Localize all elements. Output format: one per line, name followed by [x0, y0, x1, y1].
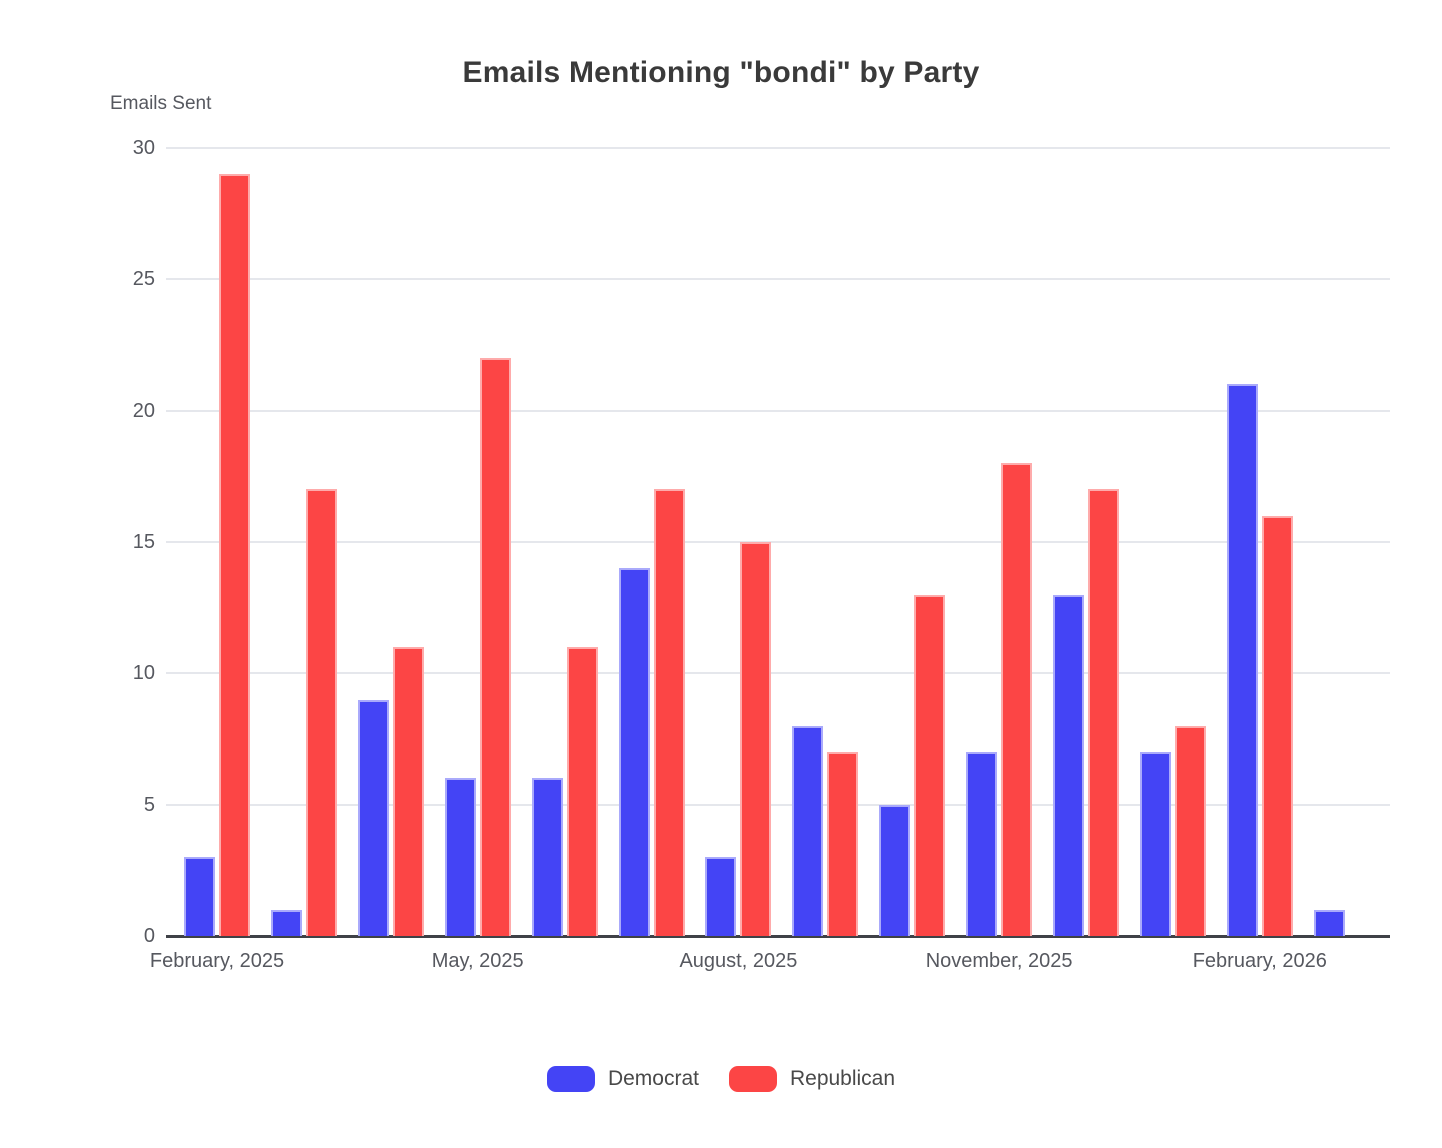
gridline-y-15	[166, 541, 1390, 543]
chart-title: Emails Mentioning "bondi" by Party	[462, 56, 980, 89]
bar-democrat-mar-2025[interactable]	[270, 909, 302, 936]
y-axis-title: Emails Sent	[110, 93, 212, 114]
legend-item-republican[interactable]: Republican	[728, 1066, 896, 1092]
bar-republican-apr-2025[interactable]	[392, 647, 424, 936]
bar-republican-sep-2025[interactable]	[827, 752, 859, 936]
legend-label-democrat: Democrat	[607, 1067, 699, 1090]
y-tick-label-15: 15	[132, 531, 155, 553]
gridline-y-20	[166, 409, 1390, 412]
bar-republican-jun-2025[interactable]	[566, 647, 598, 936]
bar-democrat-dec-2025[interactable]	[1053, 594, 1084, 936]
bar-democrat-sep-2025[interactable]	[792, 725, 824, 936]
bar-republican-dec-2025[interactable]	[1088, 489, 1119, 936]
legend-item-democrat[interactable]: Democrat	[546, 1066, 699, 1092]
y-tick-label-10: 10	[132, 662, 155, 685]
bar-democrat-nov-2025[interactable]	[966, 752, 998, 936]
bar-democrat-feb-2025[interactable]	[184, 857, 215, 936]
gridline-y-25	[166, 278, 1390, 281]
bar-democrat-jun-2025[interactable]	[531, 778, 563, 936]
bar-democrat-oct-2025[interactable]	[879, 804, 911, 936]
bar-democrat-jan-2026[interactable]	[1139, 752, 1171, 936]
gridline-y-10	[166, 672, 1390, 675]
x-tick-label-3: November, 2025	[925, 950, 1073, 972]
bar-democrat-aug-2025[interactable]	[705, 857, 737, 936]
y-tick-label-25: 25	[132, 268, 155, 291]
legend: Democrat Republican	[0, 1066, 1442, 1092]
x-tick-label-1: May, 2025	[431, 950, 524, 972]
x-axis-line	[166, 935, 1390, 938]
bar-democrat-jul-2025[interactable]	[618, 568, 650, 936]
bar-democrat-feb-2026[interactable]	[1226, 384, 1258, 936]
y-tick-label-5: 5	[143, 793, 155, 816]
plot-area	[166, 147, 1390, 938]
bar-republican-oct-2025[interactable]	[914, 594, 946, 936]
x-tick-label-0: February, 2025	[149, 950, 285, 972]
bar-republican-aug-2025[interactable]	[740, 542, 772, 936]
legend-swatch-republican	[728, 1066, 777, 1092]
bar-republican-jul-2025[interactable]	[653, 489, 685, 936]
bar-democrat-mar-2026[interactable]	[1313, 909, 1345, 936]
bar-republican-may-2025[interactable]	[479, 358, 511, 936]
gridline-y-30	[166, 147, 1390, 149]
legend-swatch-democrat	[546, 1066, 595, 1092]
bar-republican-feb-2026[interactable]	[1261, 515, 1293, 936]
x-tick-label-4: February, 2026	[1192, 950, 1327, 972]
x-tick-label-2: August, 2025	[679, 950, 798, 972]
bar-republican-feb-2025[interactable]	[219, 174, 250, 936]
bar-republican-jan-2026[interactable]	[1174, 725, 1206, 936]
bar-democrat-may-2025[interactable]	[444, 778, 476, 936]
bar-republican-mar-2025[interactable]	[305, 489, 337, 936]
y-tick-label-30: 30	[132, 137, 155, 159]
bar-democrat-apr-2025[interactable]	[357, 699, 389, 936]
y-tick-label-20: 20	[132, 399, 155, 422]
bar-republican-nov-2025[interactable]	[1001, 463, 1033, 936]
legend-label-republican: Republican	[789, 1067, 896, 1090]
y-tick-label-0: 0	[143, 925, 155, 947]
gridline-y-5	[166, 803, 1390, 806]
